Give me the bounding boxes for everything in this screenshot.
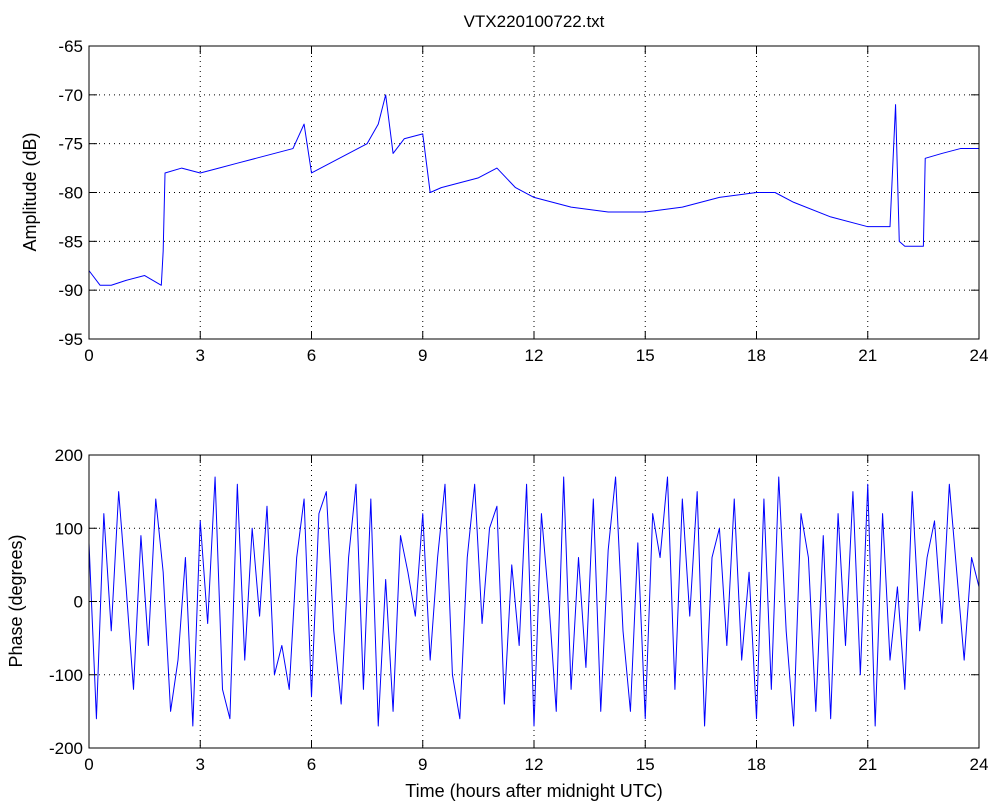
phase-x-tick-label: 12 [525, 755, 544, 774]
amplitude-series-line [88, 94, 979, 286]
amplitude-panel: 0 3 6 9 12 15 18 21 24 -95 -90 -85 -80 -75 -70 -65 Amp… [20, 37, 988, 365]
amplitude-y-axis-label: Amplitude (dB) [20, 132, 40, 251]
phase-x-tick-label: 24 [970, 755, 989, 774]
amplitude-y-tick-label: -95 [58, 330, 83, 349]
amplitude-x-tick-label: 18 [747, 346, 766, 365]
phase-x-tick-label: 21 [858, 755, 877, 774]
amplitude-x-tick-label: 3 [196, 346, 205, 365]
amplitude-y-tick-label: -80 [58, 184, 83, 203]
phase-y-tick-label: -100 [49, 666, 83, 685]
phase-grid [89, 455, 979, 748]
amplitude-y-tick-label: -75 [58, 135, 83, 154]
phase-x-axis-label: Time (hours after midnight UTC) [405, 781, 662, 801]
phase-x-tick-label: 6 [307, 755, 316, 774]
amplitude-x-tick-label: 6 [307, 346, 316, 365]
phase-y-tick-label: 0 [74, 593, 83, 612]
amplitude-x-tick-label: 12 [525, 346, 544, 365]
phase-panel: 0 3 6 9 12 15 18 21 24 -200 -100 0 100 200 Phase (de… [6, 446, 988, 801]
amplitude-y-tick-label: -65 [58, 37, 83, 56]
amplitude-x-tick-label: 0 [84, 346, 93, 365]
phase-y-ticks: -200 -100 0 100 200 [49, 446, 979, 758]
phase-x-tick-label: 9 [418, 755, 427, 774]
phase-y-tick-label: -200 [49, 739, 83, 758]
figure-title: VTX220100722.txt [464, 12, 605, 31]
amplitude-series [88, 94, 979, 286]
amplitude-x-tick-label: 24 [970, 346, 989, 365]
phase-x-tick-label: 18 [747, 755, 766, 774]
phase-y-tick-label: 200 [55, 446, 83, 465]
amplitude-y-tick-label: -70 [58, 86, 83, 105]
phase-series-line [88, 476, 980, 727]
phase-x-tick-label: 3 [196, 755, 205, 774]
amplitude-x-ticks: 0 3 6 9 12 15 18 21 24 [84, 46, 988, 365]
amplitude-x-tick-label: 15 [636, 346, 655, 365]
amplitude-y-ticks: -95 -90 -85 -80 -75 -70 -65 [58, 37, 979, 349]
phase-x-ticks: 0 3 6 9 12 15 18 21 24 [84, 455, 988, 774]
phase-y-axis-label: Phase (degrees) [6, 534, 26, 667]
amplitude-y-tick-label: -90 [58, 281, 83, 300]
phase-series [88, 476, 980, 727]
phase-y-tick-label: 100 [55, 519, 83, 538]
amplitude-y-tick-label: -85 [58, 232, 83, 251]
phase-x-tick-label: 15 [636, 755, 655, 774]
amplitude-grid [89, 46, 979, 339]
amplitude-x-tick-label: 21 [858, 346, 877, 365]
phase-x-tick-label: 0 [84, 755, 93, 774]
amplitude-x-tick-label: 9 [418, 346, 427, 365]
